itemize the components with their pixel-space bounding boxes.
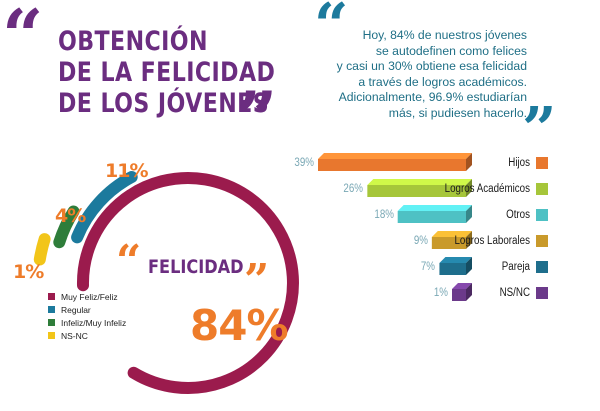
ring-arc-regular <box>71 171 138 244</box>
bar-color-key <box>536 157 548 169</box>
bar-top <box>439 257 472 263</box>
bar-value-label: 7% <box>421 261 436 273</box>
bar <box>367 185 466 197</box>
felicidad-value: 84% <box>190 301 289 350</box>
legend-item: Infeliz/Muy Infeliz <box>48 316 126 329</box>
bar-side <box>466 205 472 223</box>
bar-top <box>397 205 472 211</box>
bar <box>439 263 466 275</box>
bar <box>397 211 466 223</box>
legend-label: Regular <box>61 304 91 315</box>
legend-label: Infeliz/Muy Infeliz <box>61 317 127 328</box>
bar <box>318 159 466 171</box>
legend-item: Muy Feliz/Feliz <box>48 290 126 303</box>
open-quote-icon: “ <box>2 0 43 78</box>
bar-value-label: 18% <box>374 209 394 221</box>
legend-label: Muy Feliz/Feliz <box>61 291 118 302</box>
legend: Muy Feliz/Feliz Regular Infeliz/Muy Infe… <box>48 290 126 342</box>
legend-swatch <box>48 332 55 339</box>
bar-side <box>466 153 472 171</box>
close-quote-icon: ” <box>236 75 277 160</box>
title-line-3: DE LOS JÓVENES <box>58 88 270 119</box>
ring-arc-ns-nc <box>33 233 51 266</box>
ring-arc-muy-feliz-feliz <box>76 172 299 394</box>
bar-color-key <box>536 209 548 221</box>
bar-top <box>367 179 472 185</box>
bar-color-key <box>536 287 548 299</box>
legend-item: NS-NC <box>48 329 126 342</box>
quote-text: Hoy, 84% de nuestros jóvenes se autodefi… <box>282 28 527 122</box>
bar-color-key <box>536 183 548 195</box>
bar-side <box>466 283 472 301</box>
bar-side <box>466 179 472 197</box>
legend-swatch <box>48 293 55 300</box>
pct-label-infeliz: 4% <box>55 205 86 227</box>
legend-label: NS-NC <box>61 330 88 341</box>
bar-category-label: Logros Académicos <box>444 183 530 195</box>
legend-item: Regular <box>48 303 126 316</box>
bar-value-label: 1% <box>433 287 448 299</box>
bar-category-label: Logros Laborales <box>454 235 530 247</box>
bar-value-label: 39% <box>294 157 314 169</box>
bar-category-label: Otros <box>506 209 530 221</box>
quote-line: más, si pudiesen hacerlo. <box>388 105 527 120</box>
felicidad-label: FELICIDAD <box>148 256 244 278</box>
quote-line: se autodefinen como felices <box>375 43 527 58</box>
quote-line: Hoy, 84% de nuestros jóvenes <box>362 28 527 42</box>
quote-line: a través de logros académicos. <box>358 74 527 89</box>
quote-line: Adicionalmente, 96.9% estudiarían <box>338 90 527 105</box>
bar-side <box>466 231 472 249</box>
bar-top <box>431 231 472 237</box>
pct-label-regular: 11% <box>105 160 148 182</box>
bar-color-key <box>536 235 548 247</box>
title-line-1: OBTENCIÓN <box>58 26 208 57</box>
quote-line: y casi un 30% obtiene esa felicidad <box>336 59 527 74</box>
bar-color-key <box>536 261 548 273</box>
legend-swatch <box>48 319 55 326</box>
bar-top <box>452 283 472 289</box>
page-title: OBTENCIÓN DE LA FELICIDAD DE LOS JÓVENES <box>58 26 275 119</box>
bar <box>431 237 466 249</box>
bar-value-label: 26% <box>343 183 364 195</box>
ring-arc-infeliz-muy-infeliz <box>53 205 80 249</box>
bar-value-label: 9% <box>413 235 428 247</box>
bar <box>452 289 466 301</box>
pct-label-nsnc: 1% <box>13 261 44 283</box>
legend-swatch <box>48 306 55 313</box>
title-line-2: DE LA FELICIDAD <box>58 57 276 88</box>
bar-category-label: Hijos <box>508 157 530 169</box>
bar-side <box>466 257 472 275</box>
bar-category-label: Pareja <box>501 261 530 273</box>
bar-category-label: NS/NC <box>499 287 530 299</box>
bar-top <box>318 153 472 159</box>
